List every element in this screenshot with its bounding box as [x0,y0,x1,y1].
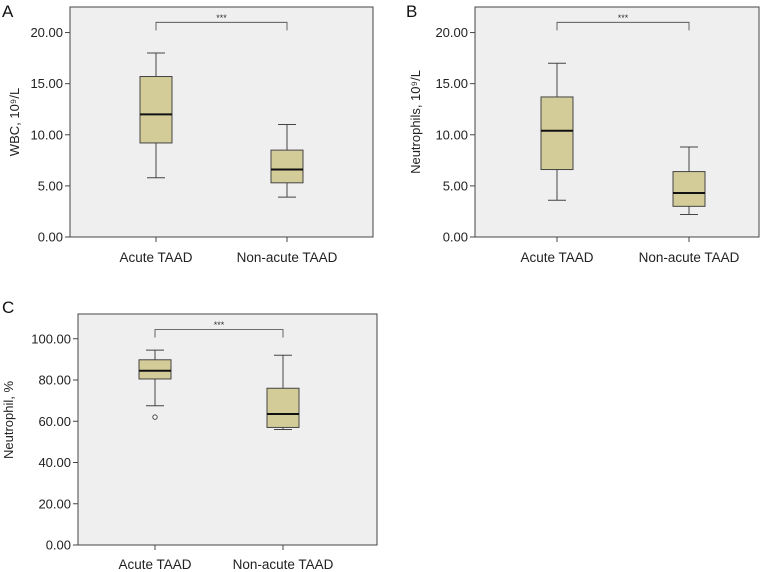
boxplot-b-non-acute [672,146,706,216]
y-tick-label-b: 20.00 [435,25,468,40]
y-tick-label-a: 15.00 [30,76,63,91]
y-tick-label-c: 0.00 [46,538,71,553]
panel-c: C Neutrophil, % 0.00 20.00 40.00 60.00 80.00… [1,298,378,572]
category-label-c: Non-acute TAAD [233,557,334,572]
y-tick-label-b: 15.00 [435,76,468,91]
category-label-c: Acute TAAD [118,557,191,572]
iqr-box [139,76,173,144]
y-tick-label-c: 100.00 [31,331,71,346]
y-axis-title-a: WBC, 10⁹/L [7,88,22,156]
significance-label-b: *** [618,13,629,23]
y-tick-label-a: 0.00 [38,230,63,245]
boxplot-a-acute [139,52,173,179]
y-tick-label-a: 20.00 [30,25,63,40]
outlier-point [152,414,158,420]
boxplot-a-non-acute [270,124,304,198]
plot-area-c [77,313,378,546]
iqr-box [540,96,574,171]
category-label-a: Non-acute TAAD [237,250,338,265]
y-tick-label-b: 0.00 [443,230,468,245]
category-label-b: Non-acute TAAD [639,250,740,265]
plot-area-a [69,6,374,238]
y-axis-title-b: Neutrophils, 10⁹/L [408,70,423,174]
panel-letter-b: B [406,2,417,21]
y-tick-label-c: 40.00 [38,455,71,470]
boxplot-b-acute [540,62,574,201]
iqr-box [270,149,304,184]
y-tick-label-c: 20.00 [38,496,71,511]
panel-b: B Neutrophils, 10⁹/L 0.00 5.00 10.00 15.00 2… [406,2,760,265]
significance-bracket-b [556,21,690,31]
iqr-box [266,387,300,428]
panel-a: A WBC, 10⁹/L 0.00 5.00 10.00 15.00 20.00 Acut… [2,2,374,265]
panel-letter-c: C [2,298,14,317]
boxplot-c-non-acute [266,354,300,430]
y-tick-label-a: 5.00 [38,178,63,193]
significance-label-a: *** [216,13,227,23]
y-tick-label-b: 5.00 [443,178,468,193]
y-tick-label-b: 10.00 [435,127,468,142]
category-label-b: Acute TAAD [520,250,593,265]
iqr-box [138,359,172,380]
panel-letter-a: A [2,2,14,21]
y-tick-label-a: 10.00 [30,127,63,142]
y-tick-label-c: 60.00 [38,414,71,429]
iqr-box [672,171,706,207]
plot-area-b [474,6,760,238]
category-label-a: Acute TAAD [119,250,192,265]
y-tick-label-c: 80.00 [38,373,71,388]
significance-bracket-c [154,329,284,338]
boxplot-c-acute [138,349,172,420]
y-axis-title-c: Neutrophil, % [1,381,16,459]
significance-label-c: *** [214,320,225,330]
significance-bracket-a [155,21,288,31]
